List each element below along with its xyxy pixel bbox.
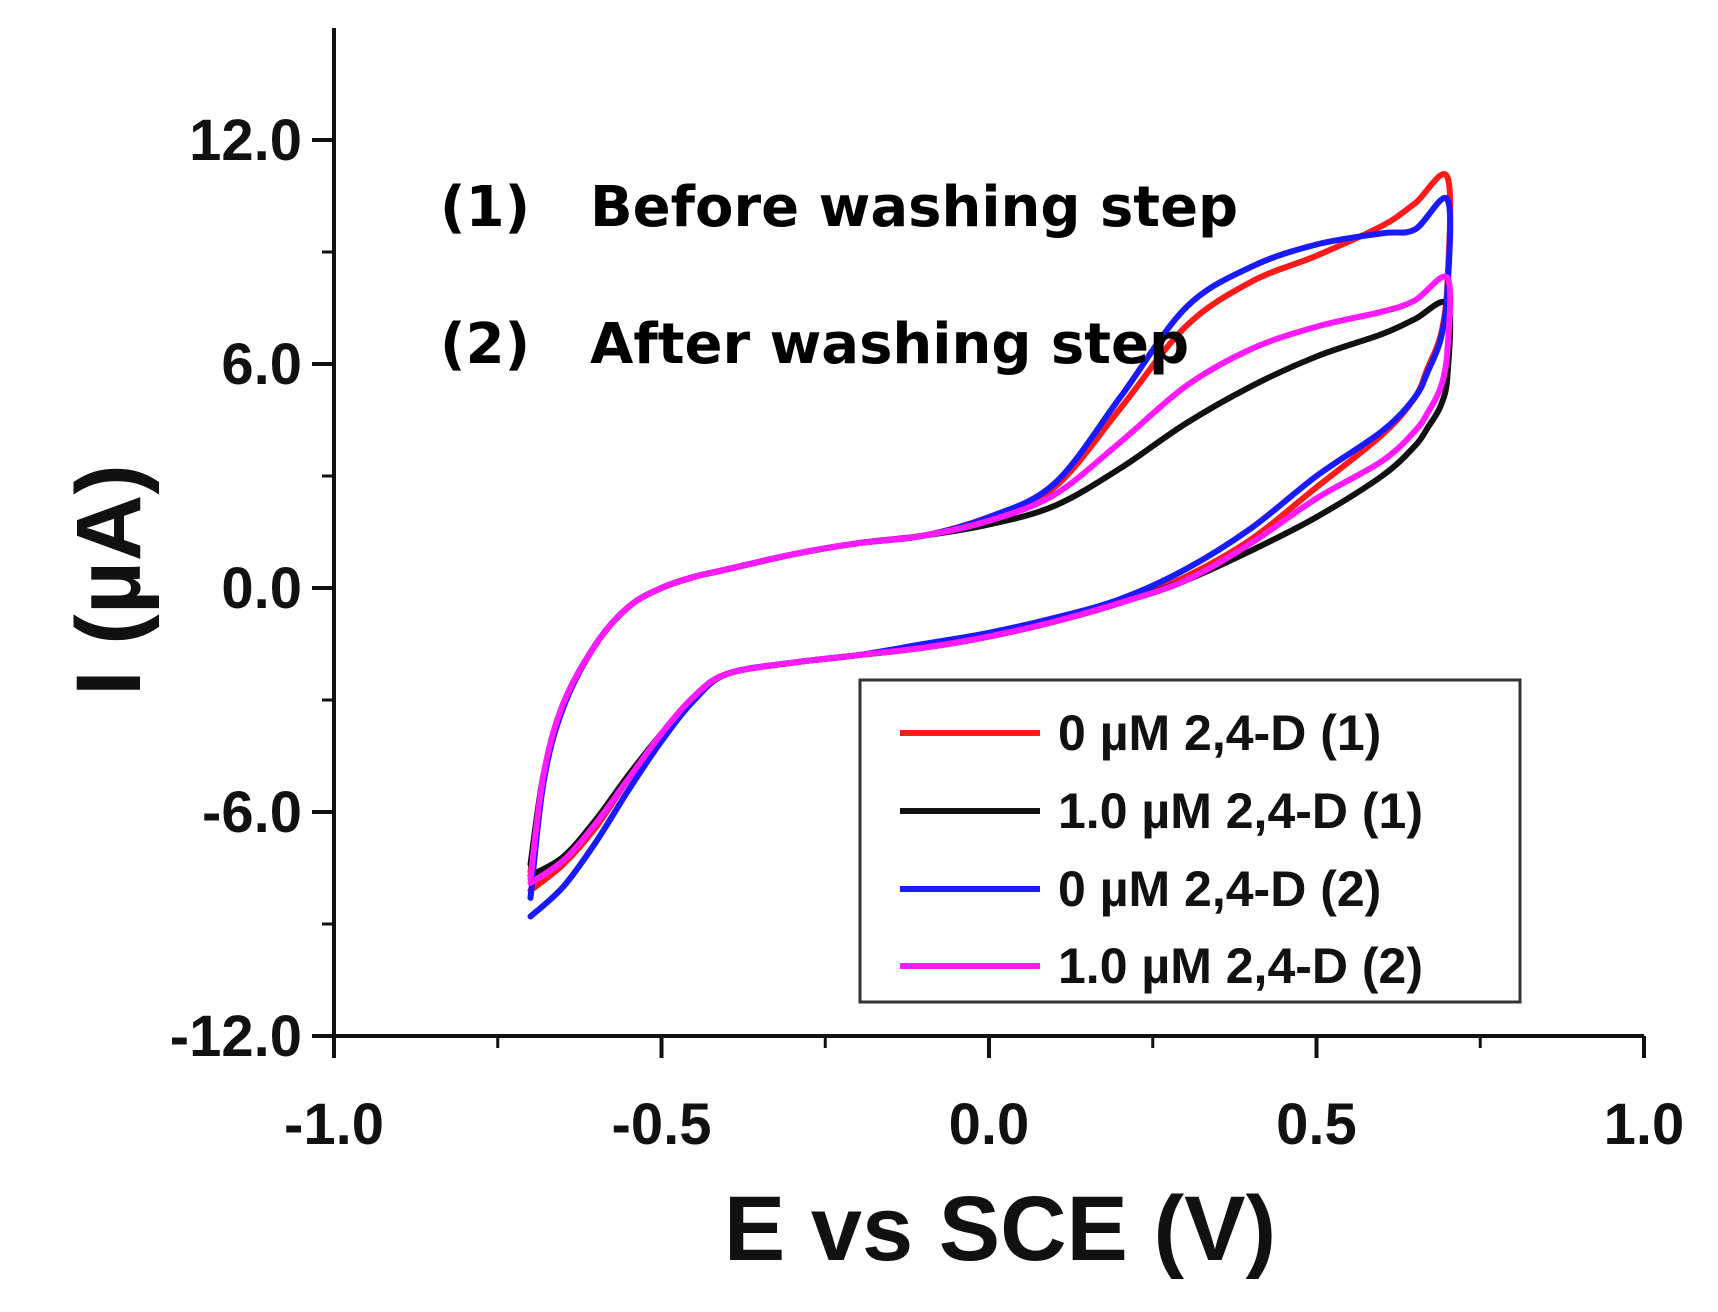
x-ticks: -1.0 -0.5 0.0 0.5 1.0	[284, 1036, 1684, 1157]
x-tick-label: -1.0	[284, 1092, 384, 1157]
y-tick-label: -6.0	[202, 780, 302, 845]
annotation-1-number: (1)	[440, 175, 530, 240]
legend: 0 µM 2,4-D (1) 1.0 µM 2,4-D (1) 0 µM 2,4…	[858, 678, 1522, 1004]
curves	[527, 171, 1454, 920]
series-line-3	[527, 273, 1454, 886]
annotations: (1) Before washing step (2) After washin…	[440, 175, 1238, 377]
annotation-1-text: Before washing step	[590, 175, 1238, 240]
x-tick-label: 1.0	[1604, 1092, 1685, 1157]
annotation-2-text: After washing step	[590, 312, 1189, 377]
x-tick-label: -0.5	[612, 1092, 712, 1157]
x-axis-title: E vs SCE (V)	[724, 1178, 1276, 1280]
y-tick-label: 0.0	[221, 556, 302, 621]
y-ticks: -12.0 -6.0 0.0 6.0 12.0	[170, 108, 334, 1069]
legend-label-2: 0 µM 2,4-D (2)	[1058, 861, 1381, 917]
y-tick-label: 6.0	[221, 332, 302, 397]
x-tick-label: 0.0	[949, 1092, 1030, 1157]
y-tick-label: 12.0	[189, 108, 302, 173]
annotation-2-number: (2)	[440, 312, 530, 377]
legend-label-3: 1.0 µM 2,4-D (2)	[1058, 938, 1423, 994]
x-tick-label: 0.5	[1276, 1092, 1357, 1157]
legend-label-0: 0 µM 2,4-D (1)	[1058, 705, 1381, 761]
y-axis-title: I (µA)	[58, 464, 160, 696]
legend-label-1: 1.0 µM 2,4-D (1)	[1058, 783, 1423, 839]
y-tick-label: -12.0	[170, 1004, 302, 1069]
